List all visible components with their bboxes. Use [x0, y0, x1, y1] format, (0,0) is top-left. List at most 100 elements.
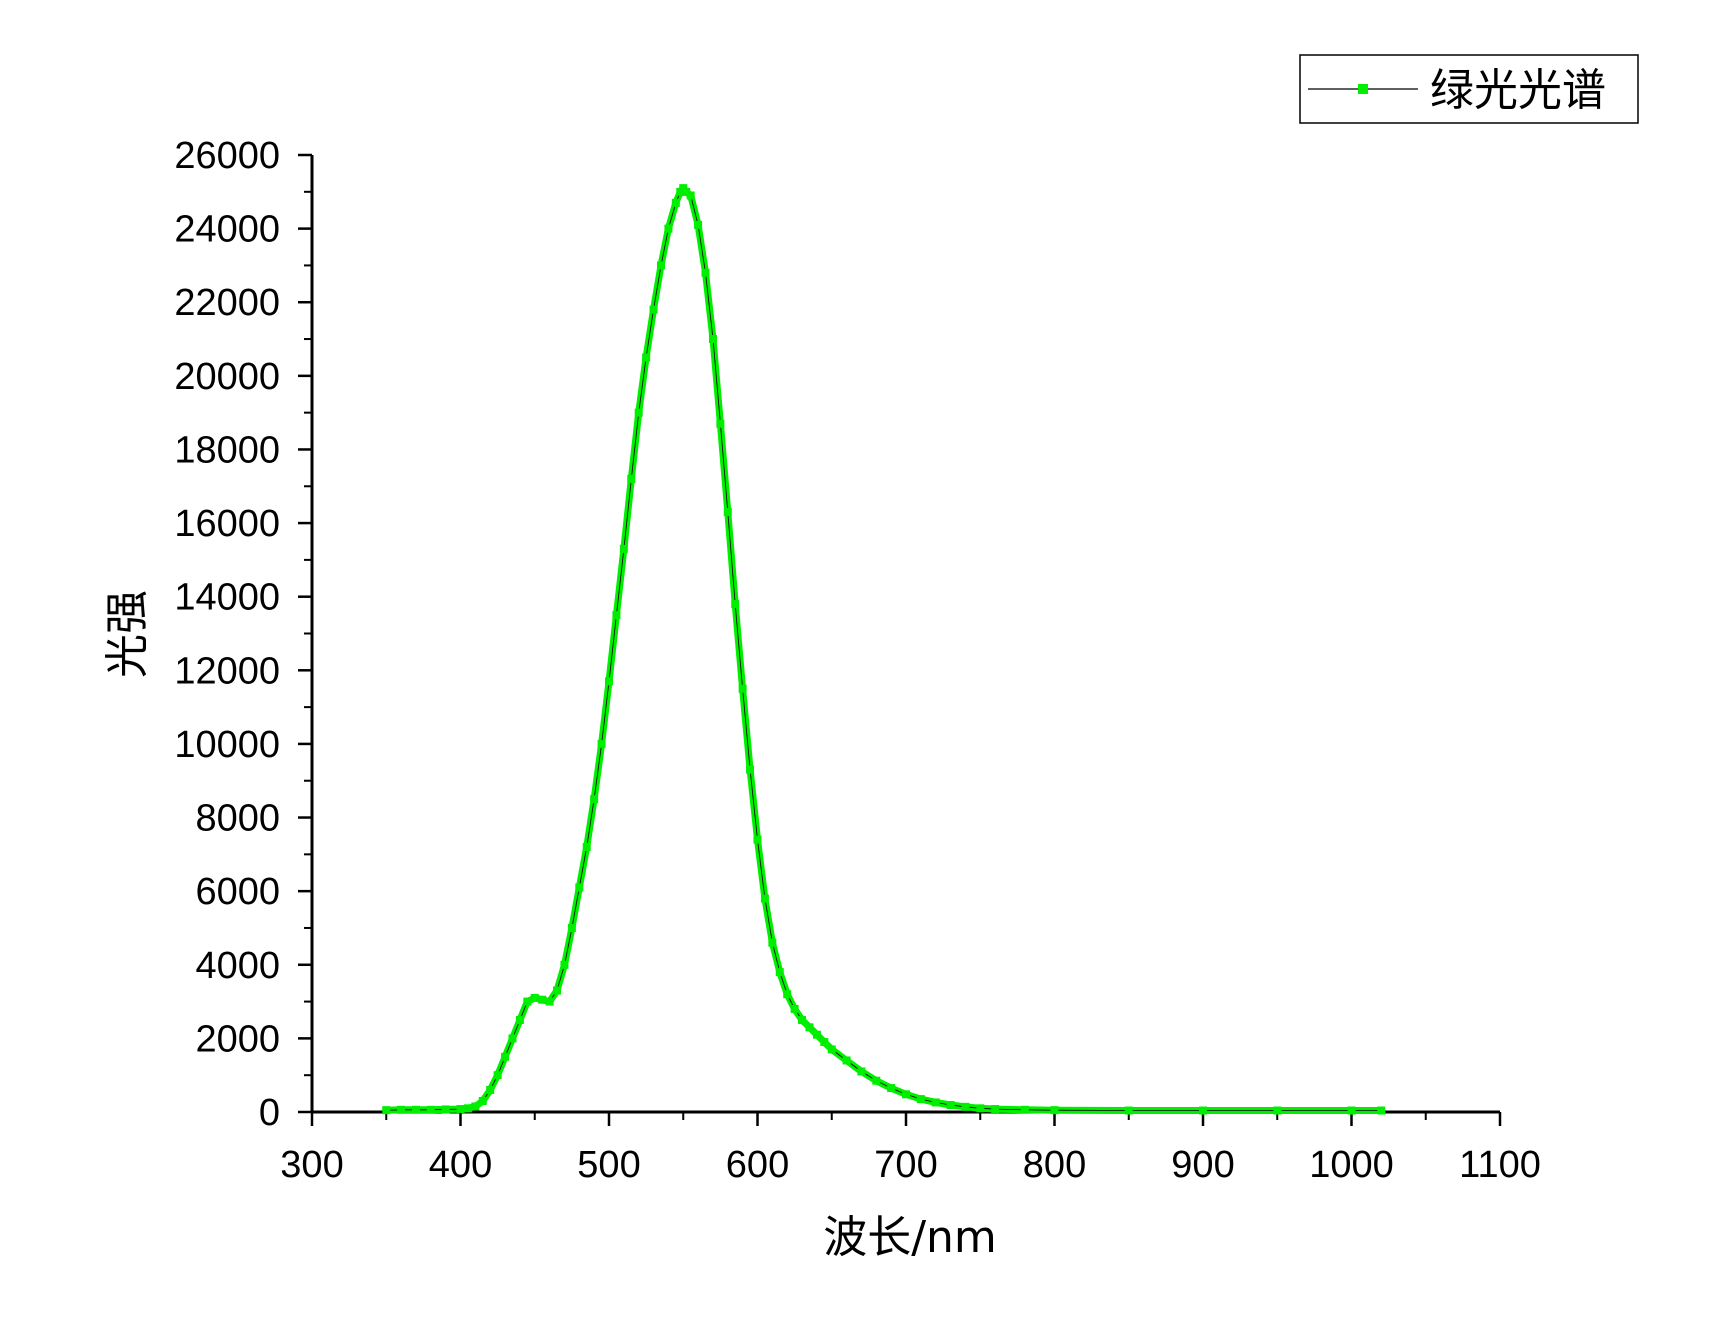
data-point: [656, 261, 665, 270]
data-point: [694, 220, 703, 229]
data-point: [805, 1023, 814, 1032]
data-point: [746, 765, 755, 774]
data-point: [523, 997, 532, 1006]
data-point: [1347, 1106, 1356, 1115]
data-point: [753, 835, 762, 844]
data-point: [582, 842, 591, 851]
data-point: [820, 1038, 829, 1047]
data-point: [486, 1085, 495, 1094]
data-point: [411, 1105, 420, 1114]
data-point: [842, 1056, 851, 1065]
y-tick-label: 12000: [174, 650, 280, 692]
data-point: [478, 1096, 487, 1105]
data-point: [1020, 1105, 1029, 1114]
y-tick-label: 2000: [195, 1018, 280, 1060]
data-point: [946, 1101, 955, 1110]
data-point: [857, 1067, 866, 1076]
plot-area: [382, 184, 1386, 1115]
legend-label: 绿光光谱: [1430, 65, 1606, 116]
data-point: [471, 1102, 480, 1111]
y-tick-label: 8000: [195, 798, 280, 840]
data-point: [649, 305, 658, 314]
data-point: [768, 938, 777, 947]
y-tick-label: 26000: [174, 135, 280, 177]
data-point: [575, 883, 584, 892]
data-point: [738, 684, 747, 693]
data-point: [872, 1076, 881, 1085]
data-point: [931, 1098, 940, 1107]
data-point: [619, 544, 628, 553]
data-point: [682, 187, 691, 196]
data-point: [530, 993, 539, 1002]
series-line: [386, 184, 1382, 1114]
data-point: [515, 1015, 524, 1024]
data-point: [493, 1071, 502, 1080]
data-point: [723, 508, 732, 517]
data-point: [426, 1105, 435, 1114]
y-tick-label: 4000: [195, 945, 280, 987]
legend: 绿光光谱: [1299, 54, 1639, 124]
data-point: [456, 1105, 465, 1114]
x-tick-label: 400: [429, 1144, 492, 1186]
x-tick-label: 800: [1023, 1144, 1086, 1186]
data-point: [441, 1105, 450, 1114]
y-tick-label: 20000: [174, 356, 280, 398]
data-point: [760, 894, 769, 903]
data-point: [508, 1034, 517, 1043]
x-axis-title: 波长/nm: [823, 1212, 997, 1263]
axes: 300 400 500 600 700 800 900 1000 1100 0 2000 4000 60…: [174, 135, 1541, 1186]
data-point: [1377, 1106, 1386, 1115]
data-point: [627, 474, 636, 483]
data-point: [686, 191, 695, 200]
data-point: [798, 1015, 807, 1024]
data-point: [976, 1104, 985, 1113]
data-point: [827, 1045, 836, 1054]
data-point: [916, 1095, 925, 1104]
data-point: [731, 600, 740, 609]
y-axis-title: 光强: [102, 590, 153, 678]
data-point: [463, 1104, 472, 1113]
data-point: [902, 1090, 910, 1099]
data-point: [1273, 1106, 1282, 1115]
data-point: [790, 1004, 799, 1013]
data-point: [597, 739, 606, 748]
data-point: [1124, 1106, 1133, 1115]
data-point: [961, 1102, 970, 1111]
data-point: [545, 997, 554, 1006]
data-point: [887, 1084, 896, 1093]
data-point: [560, 960, 569, 969]
x-tick-label: 1100: [1459, 1144, 1541, 1186]
y-tick-label: 10000: [174, 724, 280, 766]
data-point: [664, 224, 673, 233]
x-tick-label: 700: [874, 1144, 937, 1186]
data-point: [671, 198, 680, 207]
data-point: [1199, 1106, 1207, 1115]
data-point: [708, 335, 717, 344]
data-point: [567, 923, 576, 932]
x-tick-label: 1000: [1309, 1144, 1394, 1186]
x-tick-label: 600: [726, 1144, 789, 1186]
x-tick-label: 500: [577, 1144, 640, 1186]
data-point: [716, 419, 725, 428]
data-point: [590, 795, 599, 804]
y-tick-label: 24000: [174, 209, 280, 251]
data-point: [605, 677, 613, 686]
data-point: [812, 1030, 821, 1039]
data-point: [382, 1106, 391, 1115]
data-point: [501, 1052, 510, 1061]
data-point: [642, 353, 651, 362]
data-point: [553, 986, 562, 995]
legend-marker: [1358, 84, 1368, 94]
data-point: [397, 1105, 406, 1114]
data-point: [701, 268, 710, 277]
data-point: [783, 990, 792, 999]
y-tick-label: 14000: [174, 577, 280, 619]
data-point: [991, 1105, 1000, 1114]
data-point: [1050, 1106, 1059, 1115]
y-tick-label: 22000: [174, 282, 280, 324]
data-point: [538, 995, 547, 1004]
y-tick-label: 18000: [174, 429, 280, 471]
y-tick-label: 0: [259, 1092, 280, 1134]
x-tick-label: 900: [1171, 1144, 1234, 1186]
